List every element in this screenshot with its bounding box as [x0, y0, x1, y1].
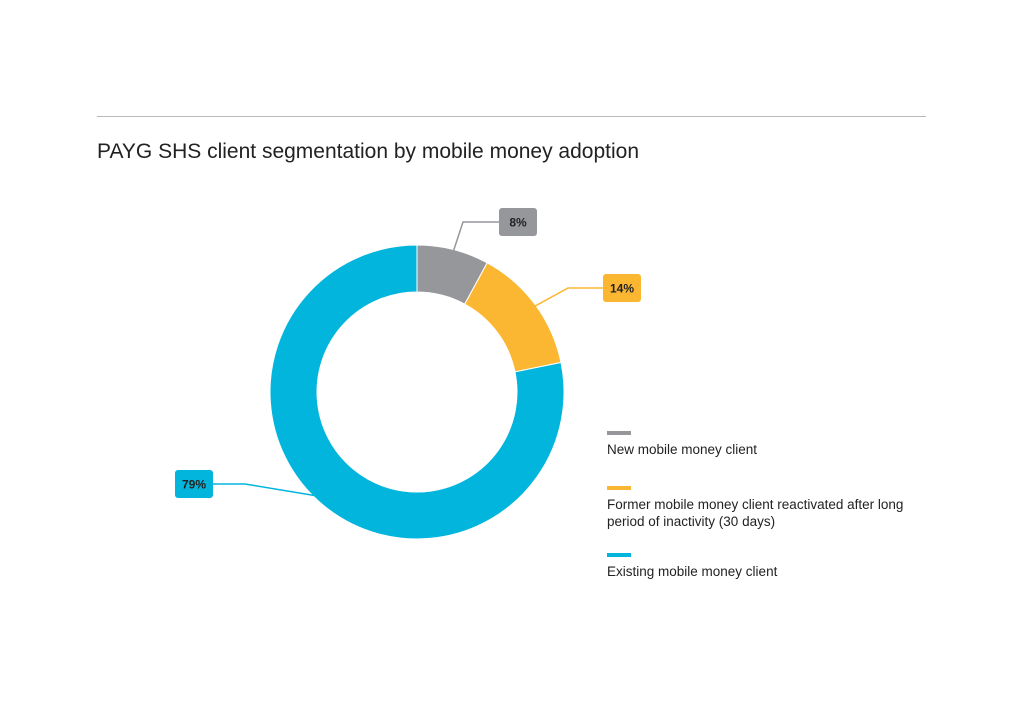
legend-item-existing: Existing mobile money client [607, 553, 907, 580]
legend-item-former: Former mobile money client reactivated a… [607, 486, 907, 530]
data-label-former: 14% [610, 282, 634, 296]
chart-title: PAYG SHS client segmentation by mobile m… [97, 140, 640, 163]
legend-label-former: Former mobile money client reactivated a… [607, 497, 904, 529]
data-label-new: 8% [509, 216, 527, 230]
legend-swatch-former [607, 486, 631, 490]
legend-label-existing: Existing mobile money client [607, 564, 778, 579]
legend-swatch-existing [607, 553, 631, 557]
callout-line-new [450, 221, 499, 260]
data-label-box-existing [175, 470, 213, 498]
donut-slice-former [464, 262, 562, 373]
data-label-existing: 79% [182, 478, 206, 492]
donut-slice-existing [269, 244, 565, 540]
callout-line-former [526, 287, 603, 312]
callout-line-existing [213, 483, 331, 499]
legend-label-new: New mobile money client [607, 442, 758, 457]
top-divider [97, 116, 926, 117]
legend-item-new: New mobile money client [607, 431, 907, 458]
legend-swatch-new [607, 431, 631, 435]
data-label-box-former [603, 274, 641, 302]
data-label-box-new [499, 208, 537, 236]
